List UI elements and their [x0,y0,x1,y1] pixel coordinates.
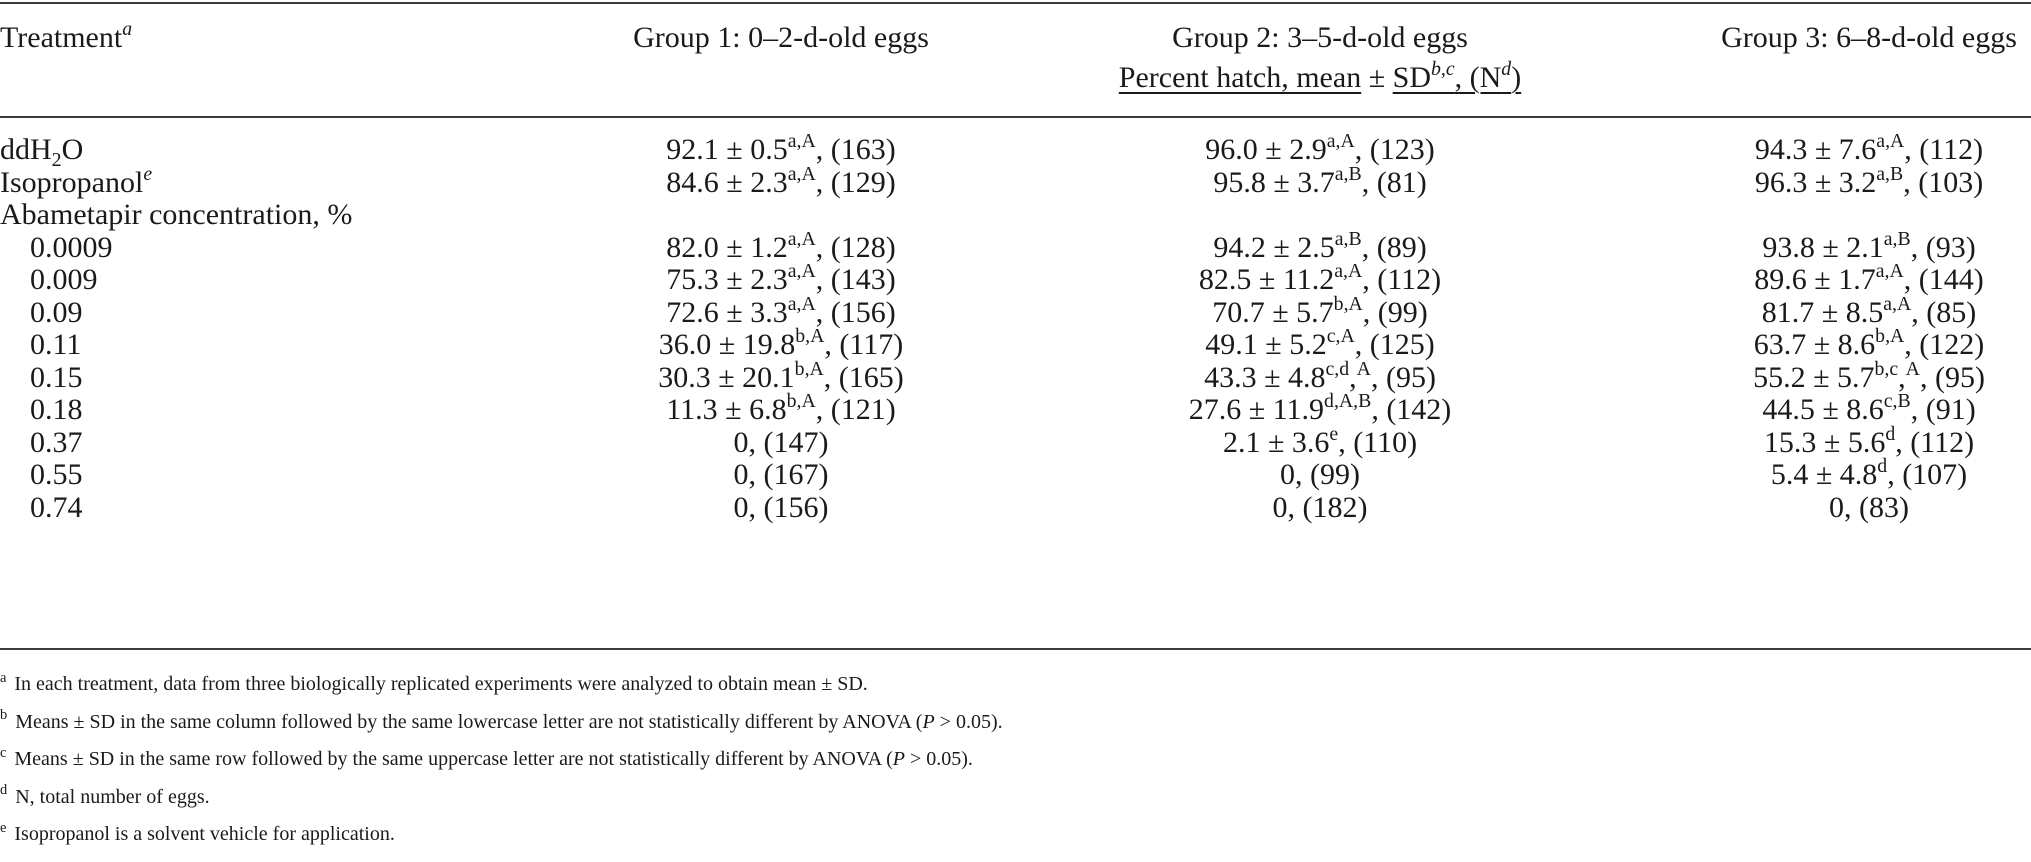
table-cell-g3: 96.3 ± 3.2a,B, (103) [1754,162,1984,199]
table-cell-g1: 82.0 ± 1.2a,A, (128) [666,227,896,264]
table-cell-g3: 0, (83) [1829,490,1909,524]
table-cell-g3: 94.3 ± 7.6a,A, (112) [1754,130,1984,166]
row-label: Abametapir concentration, % [0,198,353,231]
table-cell-g3: 93.8 ± 2.1a,B, (93) [1762,227,1976,264]
row-label: 0.0009 [30,230,113,264]
table-cell-g2: 70.7 ± 5.7b,A, (99) [1212,292,1428,329]
table-cell-g1: 36.0 ± 19.8b,A, (117) [658,325,904,361]
table-cell-g3: 63.7 ± 8.6b,A, (122) [1753,325,1985,361]
table-cell-g3: 89.6 ± 1.7a,A, (144) [1754,260,1984,296]
header-treatment: Treatmenta [0,18,133,54]
table-cell-g1: 72.6 ± 3.3a,A, (156) [666,292,896,329]
row-label: 0.11 [30,328,82,361]
row-label: Isopropanole [0,162,153,199]
table-cell-g1: 0, (167) [733,458,829,491]
row-label: 0.009 [30,263,98,296]
table-cell-g1: 11.3 ± 6.8b,A, (121) [666,390,896,426]
table-cell-g3: 15.3 ± 5.6d, (112) [1763,422,1975,459]
table-cell-g2: 94.2 ± 2.5a,B, (89) [1213,227,1427,264]
row-label: ddH2O [0,133,84,171]
row-label: 0.15 [30,360,83,394]
table-cell-g2: 0, (99) [1280,458,1360,491]
footnote: d N, total number of eggs. [0,782,210,808]
table-cell-g1: 75.3 ± 2.3a,A, (143) [666,260,896,296]
header-group1: Group 1: 0–2-d-old eggs [633,21,929,54]
table-bottom-rule [0,648,2031,650]
table-cell-g2: 0, (182) [1272,490,1368,524]
table-cell-g1: 92.1 ± 0.5a,A, (163) [666,130,896,166]
table-cell-g2: 49.1 ± 5.2c,A, (125) [1205,325,1435,361]
header-subheader: Percent hatch, mean ± SDb,c, (Nd) [1118,58,1522,94]
table-cell-g1: 30.3 ± 20.1b,A, (165) [658,357,904,394]
row-label: 0.55 [30,458,83,491]
footnote: e Isopropanol is a solvent vehicle for ap… [0,819,395,845]
row-label: 0.37 [30,425,83,459]
row-label: 0.09 [30,295,83,329]
row-label: 0.18 [30,393,83,426]
table-top-rule [0,2,2031,4]
table-cell-g1: 84.6 ± 2.3a,A, (129) [666,162,896,199]
table-cell-g3: 5.4 ± 4.8d, (107) [1770,455,1968,491]
row-label: 0.74 [30,490,83,524]
footnote: c Means ± SD in the same row followed by … [0,744,973,770]
table-cell-g1: 0, (156) [733,490,829,524]
table-cell-g2: 96.0 ± 2.9a,A, (123) [1205,130,1435,166]
table-header-rule [0,116,2031,118]
footnote: a In each treatment, data from three biol… [0,669,868,695]
table-cell-g2: 27.6 ± 11.9d,A,B, (142) [1188,390,1452,426]
footnote: b Means ± SD in the same column followed … [0,707,1003,733]
table-cell-g2: 43.3 ± 4.8c,d,A, (95) [1204,357,1436,394]
header-group3: Group 3: 6–8-d-old eggs [1721,21,2017,54]
table-cell-g2: 95.8 ± 3.7a,B, (81) [1213,162,1427,199]
table-cell-g3: 81.7 ± 8.5a,A, (85) [1761,292,1977,329]
table-cell-g3: 55.2 ± 5.7b,c,A, (95) [1753,357,1985,394]
table-cell-g2: 82.5 ± 11.2a,A, (112) [1198,260,1442,296]
table-cell-g2: 2.1 ± 3.6e, (110) [1222,422,1418,459]
table-cell-g3: 44.5 ± 8.6c,B, (91) [1762,390,1976,426]
header-group2: Group 2: 3–5-d-old eggs [1172,21,1468,54]
table-cell-g1: 0, (147) [733,425,829,459]
